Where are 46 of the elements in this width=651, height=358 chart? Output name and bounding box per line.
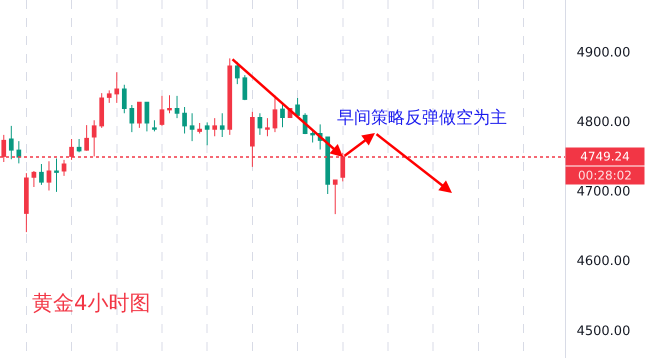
candlestick — [167, 94, 172, 114]
candlestick — [212, 118, 218, 137]
candlestick — [227, 58, 232, 136]
y-tick-label: 4800.00 — [576, 115, 630, 130]
annotation: 黄金4小时图 — [32, 291, 150, 315]
candlestick — [182, 106, 187, 134]
candlestick — [204, 122, 210, 146]
candlestick — [8, 125, 14, 160]
candlestick — [160, 95, 164, 126]
candlestick — [242, 74, 248, 101]
candlestick — [310, 129, 315, 143]
candlestick — [272, 94, 278, 133]
candlestick — [197, 122, 202, 134]
ref-line-label: 4749.24 — [580, 150, 630, 164]
candlestick — [190, 112, 194, 142]
candlestick — [106, 90, 112, 104]
candlestick — [129, 104, 134, 133]
candlestick — [258, 112, 262, 136]
candlestick — [332, 180, 338, 215]
candlestick — [174, 95, 180, 119]
candlestick — [62, 159, 66, 176]
candlestick — [24, 172, 29, 233]
candlestick — [114, 72, 120, 104]
candlestick — [16, 140, 22, 164]
candlestick — [99, 92, 104, 128]
candlestick — [54, 158, 59, 192]
candlestick — [144, 102, 150, 132]
y-tick-label: 4500.00 — [576, 324, 630, 339]
candlestick — [137, 102, 142, 128]
candlestick — [295, 98, 300, 118]
candlestick — [46, 160, 52, 191]
candlestick — [39, 164, 44, 186]
candlestick — [76, 138, 82, 153]
candlestick — [84, 124, 89, 152]
candlestick — [152, 120, 157, 132]
y-tick-label: 4600.00 — [576, 254, 630, 270]
candlestick — [122, 84, 127, 114]
text: 00:28:02 — [578, 168, 632, 182]
annotation: 早间策略反弹做空为主 — [337, 108, 507, 128]
candlestick — [220, 112, 225, 138]
candlestick — [234, 61, 240, 85]
candlestick — [265, 118, 270, 137]
y-tick-label: 4900.00 — [576, 46, 630, 61]
candlestick — [32, 170, 36, 188]
y-tick-label: 4700.00 — [576, 184, 630, 200]
candlestick — [280, 104, 285, 128]
